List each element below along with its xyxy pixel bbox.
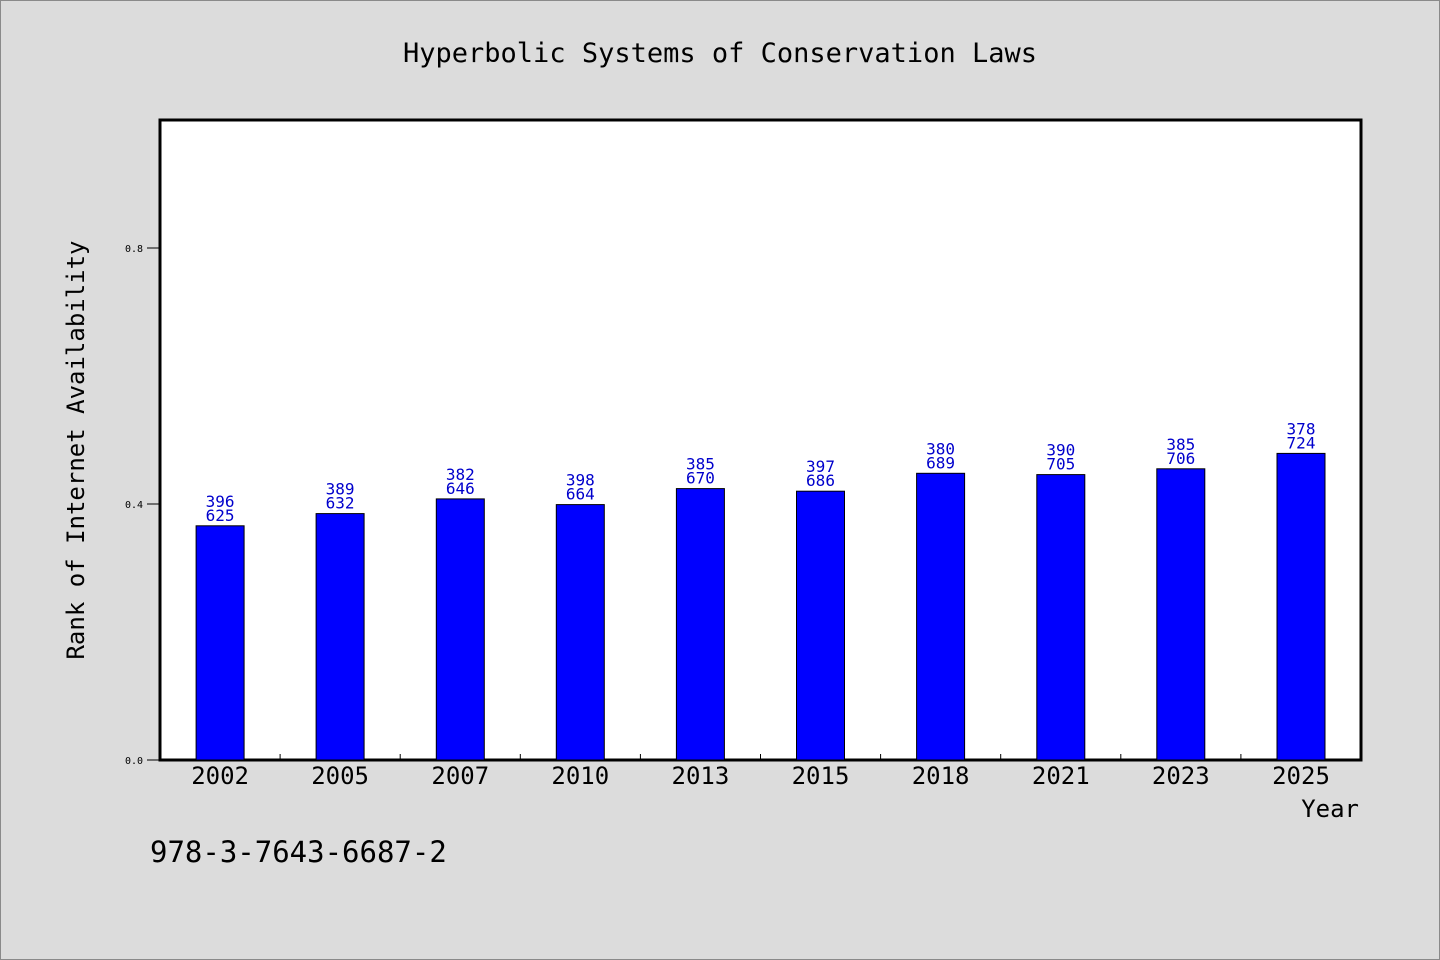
bar-label-2021-1: 390 xyxy=(1046,441,1075,460)
isbn-footer-text: 978-3-7643-6687-2 xyxy=(150,835,447,869)
x-tick-label-2010: 2010 xyxy=(551,762,609,790)
bar-label-2018-2: 689 xyxy=(926,453,955,472)
bar-2013 xyxy=(675,488,725,761)
x-axis-label: Year xyxy=(1301,795,1359,823)
bar-label-2018-1: 380 xyxy=(926,439,955,458)
bar-label-2015-2: 686 xyxy=(806,471,835,490)
bar-label-2023-1: 385 xyxy=(1166,435,1195,454)
x-tick-label-2023: 2023 xyxy=(1152,762,1210,790)
bar-label-2005-1: 389 xyxy=(326,480,355,499)
bar-label-2021-2: 705 xyxy=(1046,455,1075,474)
x-tick-label-2002: 2002 xyxy=(191,762,249,790)
bar-2025 xyxy=(1276,452,1326,761)
x-axis-ticks: 2002 2005 2007 2010 2013 2015 2018 2021 2023 2025 xyxy=(191,754,1330,790)
bar-label-2010-1: 398 xyxy=(566,471,595,490)
y-tick-label-0.8: 0.8 xyxy=(125,244,143,255)
x-tick-label-2025: 2025 xyxy=(1272,762,1330,790)
y-axis-ticks: 0.0 0.4 0.8 xyxy=(125,244,160,767)
x-tick-label-2021: 2021 xyxy=(1032,762,1090,790)
x-tick-label-2015: 2015 xyxy=(792,762,850,790)
y-axis-label: Rank of Internet Availability xyxy=(62,240,90,659)
bar-2007 xyxy=(435,498,485,761)
bar-2010 xyxy=(555,504,605,761)
bar-2021 xyxy=(1036,474,1086,761)
bar-label-2007-2: 646 xyxy=(446,479,475,498)
bars-group xyxy=(195,452,1326,761)
bar-label-2005-2: 632 xyxy=(326,494,355,513)
bar-label-2023-2: 706 xyxy=(1166,449,1195,468)
x-tick-label-2018: 2018 xyxy=(912,762,970,790)
bar-label-2013-1: 385 xyxy=(686,455,715,474)
bar-label-2002-2: 625 xyxy=(206,506,235,525)
y-tick-label-0.0: 0.0 xyxy=(125,756,143,767)
bar-label-2007-1: 382 xyxy=(446,465,475,484)
bar-label-2025-2: 724 xyxy=(1287,433,1316,452)
bar-2015 xyxy=(796,490,845,761)
chart-title: Hyperbolic Systems of Conservation Laws xyxy=(403,38,1037,69)
bar-2018 xyxy=(916,472,966,761)
bar-2002 xyxy=(195,525,245,761)
y-tick-label-0.4: 0.4 xyxy=(125,500,143,511)
x-tick-label-2007: 2007 xyxy=(431,762,489,790)
bar-label-2025-1: 378 xyxy=(1287,419,1316,438)
bar-label-2002-1: 396 xyxy=(206,492,235,511)
bar-label-2010-2: 664 xyxy=(566,485,595,504)
bar-2005 xyxy=(315,513,365,761)
bar-label-2015-1: 397 xyxy=(806,457,835,476)
bar-label-2013-2: 670 xyxy=(686,469,715,488)
x-tick-label-2005: 2005 xyxy=(311,762,369,790)
bar-2023 xyxy=(1156,468,1206,761)
x-tick-label-2013: 2013 xyxy=(672,762,730,790)
